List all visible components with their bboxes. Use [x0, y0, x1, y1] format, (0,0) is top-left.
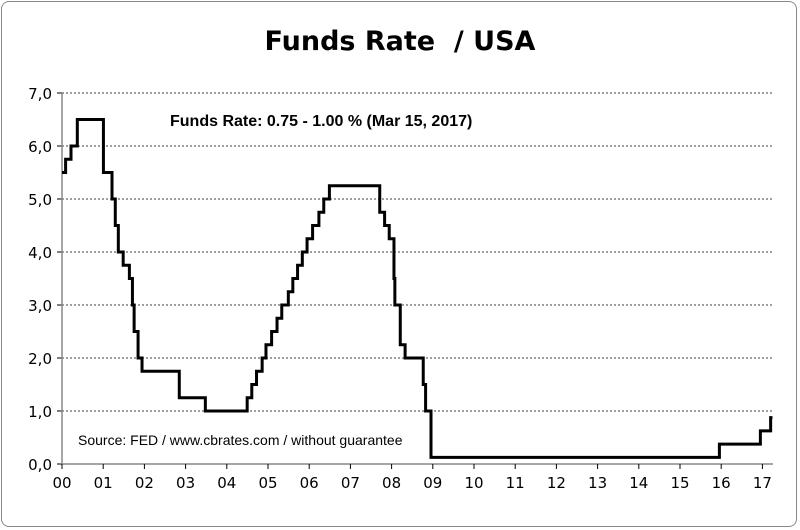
- source-note: Source: FED / www.cbrates.com / without …: [78, 432, 403, 448]
- x-tick-label: 17: [753, 474, 772, 492]
- y-tick-label: 2,0: [28, 350, 52, 368]
- x-tick-label: 05: [258, 474, 277, 492]
- x-tick-label: 00: [52, 474, 71, 492]
- y-tick-label: 5,0: [28, 191, 52, 209]
- y-tick-label: 7,0: [28, 85, 52, 103]
- x-tick-label: 14: [629, 474, 648, 492]
- x-tick-label: 01: [94, 474, 113, 492]
- current-rate-annotation: Funds Rate: 0.75 - 1.00 % (Mar 15, 2017): [170, 113, 472, 130]
- x-tick-label: 16: [712, 474, 731, 492]
- y-tick-label: 3,0: [28, 297, 52, 315]
- y-tick-label: 0,0: [28, 456, 52, 474]
- x-tick-label: 13: [588, 474, 607, 492]
- x-tick-label: 07: [341, 474, 360, 492]
- x-tick-label: 09: [423, 474, 442, 492]
- x-tick-label: 02: [135, 474, 154, 492]
- x-tick-label: 03: [176, 474, 195, 492]
- x-tick-label: 15: [670, 474, 689, 492]
- x-tick-label: 04: [217, 474, 236, 492]
- chart-title: Funds Rate / USA: [264, 26, 536, 57]
- x-tick-label: 10: [464, 474, 483, 492]
- funds-rate-line: [62, 118, 773, 459]
- y-tick-label: 6,0: [28, 138, 52, 156]
- x-tick-label: 08: [382, 474, 401, 492]
- x-tick-label: 12: [547, 474, 566, 492]
- y-tick-label: 4,0: [28, 244, 52, 262]
- y-tick-label: 1,0: [28, 403, 52, 421]
- x-tick-label: 06: [300, 474, 319, 492]
- x-tick-label: 11: [506, 474, 525, 492]
